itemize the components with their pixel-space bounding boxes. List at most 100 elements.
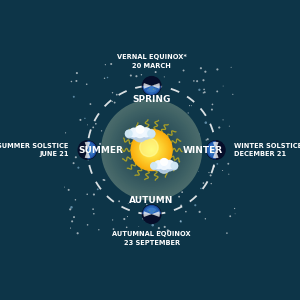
Point bbox=[140, 98, 145, 103]
Text: SPRING: SPRING bbox=[132, 95, 171, 104]
Ellipse shape bbox=[216, 152, 217, 153]
Point bbox=[220, 168, 225, 173]
Point bbox=[69, 79, 74, 84]
Point bbox=[153, 172, 158, 177]
Wedge shape bbox=[85, 150, 90, 158]
Point bbox=[136, 178, 141, 182]
Point bbox=[109, 61, 114, 66]
Point bbox=[229, 65, 234, 70]
Point bbox=[195, 79, 200, 84]
Circle shape bbox=[161, 159, 167, 165]
Circle shape bbox=[146, 144, 158, 156]
Circle shape bbox=[129, 129, 139, 139]
Circle shape bbox=[149, 148, 154, 152]
Circle shape bbox=[124, 122, 179, 178]
Point bbox=[209, 181, 214, 186]
Point bbox=[224, 231, 229, 236]
Circle shape bbox=[134, 133, 169, 167]
Circle shape bbox=[130, 128, 138, 137]
Ellipse shape bbox=[149, 210, 150, 211]
Text: VERNAL EQUINOX*
20 MARCH: VERNAL EQUINOX* 20 MARCH bbox=[117, 54, 187, 69]
Circle shape bbox=[112, 110, 191, 190]
Circle shape bbox=[141, 140, 162, 160]
Ellipse shape bbox=[89, 146, 90, 147]
Point bbox=[124, 170, 128, 175]
Point bbox=[147, 154, 152, 159]
Point bbox=[98, 142, 103, 146]
Point bbox=[82, 116, 87, 121]
Circle shape bbox=[170, 162, 178, 170]
Circle shape bbox=[151, 163, 158, 170]
Point bbox=[158, 209, 163, 214]
Point bbox=[126, 201, 130, 206]
Point bbox=[128, 73, 133, 78]
Circle shape bbox=[105, 103, 198, 196]
Point bbox=[118, 115, 123, 120]
Wedge shape bbox=[152, 83, 160, 88]
Wedge shape bbox=[147, 86, 157, 92]
Circle shape bbox=[131, 130, 172, 170]
Point bbox=[153, 134, 158, 138]
Point bbox=[178, 124, 183, 129]
Point bbox=[71, 161, 76, 166]
Circle shape bbox=[150, 148, 153, 152]
Point bbox=[111, 227, 116, 232]
Point bbox=[201, 181, 206, 185]
Point bbox=[91, 125, 96, 130]
Point bbox=[156, 177, 161, 182]
Point bbox=[71, 94, 76, 99]
Circle shape bbox=[137, 135, 167, 165]
Text: SUMMER: SUMMER bbox=[78, 146, 123, 154]
Point bbox=[212, 164, 216, 169]
Ellipse shape bbox=[153, 89, 154, 90]
Point bbox=[62, 185, 67, 190]
Point bbox=[199, 186, 203, 191]
Point bbox=[88, 102, 93, 106]
Circle shape bbox=[148, 130, 155, 137]
Point bbox=[177, 194, 182, 199]
Point bbox=[178, 219, 183, 224]
Circle shape bbox=[147, 130, 155, 138]
Point bbox=[134, 193, 139, 197]
Point bbox=[167, 229, 172, 233]
Point bbox=[207, 170, 212, 175]
Circle shape bbox=[154, 161, 162, 169]
Circle shape bbox=[143, 141, 160, 159]
Point bbox=[143, 219, 148, 224]
Point bbox=[134, 130, 139, 134]
Point bbox=[215, 89, 220, 94]
Point bbox=[73, 197, 78, 202]
Point bbox=[196, 132, 201, 137]
Circle shape bbox=[107, 105, 196, 195]
Point bbox=[167, 187, 172, 191]
Point bbox=[86, 157, 91, 162]
Point bbox=[75, 231, 80, 236]
Ellipse shape bbox=[212, 147, 213, 148]
Point bbox=[116, 119, 121, 124]
Point bbox=[177, 80, 182, 85]
Wedge shape bbox=[88, 145, 94, 155]
Point bbox=[85, 222, 90, 227]
Circle shape bbox=[114, 112, 190, 188]
Point bbox=[193, 162, 198, 167]
Point bbox=[141, 82, 146, 87]
Circle shape bbox=[145, 143, 158, 157]
Point bbox=[139, 113, 143, 118]
Point bbox=[117, 199, 122, 204]
Point bbox=[126, 176, 131, 181]
Point bbox=[199, 66, 203, 70]
Point bbox=[124, 225, 129, 230]
Point bbox=[99, 128, 104, 133]
Circle shape bbox=[139, 138, 164, 162]
Point bbox=[173, 105, 178, 110]
Point bbox=[102, 178, 107, 183]
Point bbox=[136, 224, 141, 229]
Ellipse shape bbox=[90, 152, 91, 153]
Circle shape bbox=[150, 148, 153, 152]
Circle shape bbox=[103, 102, 200, 198]
Point bbox=[92, 192, 96, 197]
Wedge shape bbox=[213, 150, 219, 158]
Circle shape bbox=[126, 124, 177, 176]
Point bbox=[165, 228, 170, 233]
Circle shape bbox=[109, 107, 195, 193]
